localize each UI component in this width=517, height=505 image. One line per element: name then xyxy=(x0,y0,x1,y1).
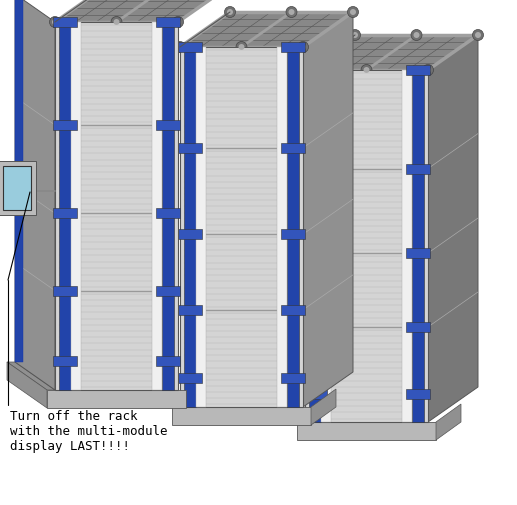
Circle shape xyxy=(411,29,422,40)
Polygon shape xyxy=(71,22,81,390)
Circle shape xyxy=(286,7,297,18)
Polygon shape xyxy=(406,65,430,75)
Polygon shape xyxy=(178,305,202,315)
Polygon shape xyxy=(406,322,430,332)
Polygon shape xyxy=(305,35,478,70)
Polygon shape xyxy=(281,143,305,153)
Polygon shape xyxy=(180,47,303,407)
Circle shape xyxy=(175,19,181,25)
Circle shape xyxy=(414,32,419,38)
Polygon shape xyxy=(156,120,180,130)
Circle shape xyxy=(297,41,309,53)
Polygon shape xyxy=(178,373,202,383)
Polygon shape xyxy=(15,0,55,390)
Polygon shape xyxy=(428,35,478,422)
Polygon shape xyxy=(172,407,311,425)
Polygon shape xyxy=(59,22,71,390)
Polygon shape xyxy=(297,422,436,440)
Circle shape xyxy=(173,17,184,27)
Polygon shape xyxy=(156,356,180,366)
Circle shape xyxy=(361,65,372,76)
Circle shape xyxy=(114,19,119,25)
Polygon shape xyxy=(53,356,77,366)
Circle shape xyxy=(236,41,247,53)
Polygon shape xyxy=(436,404,461,440)
Polygon shape xyxy=(53,209,77,218)
Polygon shape xyxy=(184,47,196,407)
Polygon shape xyxy=(55,0,228,22)
Circle shape xyxy=(347,7,358,18)
Polygon shape xyxy=(53,286,77,295)
Circle shape xyxy=(422,65,433,76)
Circle shape xyxy=(349,29,360,40)
Polygon shape xyxy=(287,47,299,407)
Polygon shape xyxy=(303,65,327,75)
Polygon shape xyxy=(55,22,178,390)
Polygon shape xyxy=(152,22,162,390)
Circle shape xyxy=(175,41,186,53)
Circle shape xyxy=(227,9,233,15)
Polygon shape xyxy=(303,164,327,174)
Polygon shape xyxy=(15,0,23,362)
Polygon shape xyxy=(406,389,430,399)
Circle shape xyxy=(425,67,431,73)
Polygon shape xyxy=(178,229,202,239)
Polygon shape xyxy=(303,389,327,399)
Circle shape xyxy=(302,67,308,73)
Polygon shape xyxy=(303,248,327,258)
Polygon shape xyxy=(53,17,77,27)
Polygon shape xyxy=(178,42,202,52)
Polygon shape xyxy=(3,166,31,210)
Polygon shape xyxy=(311,389,336,425)
Circle shape xyxy=(352,32,358,38)
Circle shape xyxy=(299,65,311,76)
Polygon shape xyxy=(162,22,174,390)
Circle shape xyxy=(52,19,58,25)
Polygon shape xyxy=(53,120,77,130)
Polygon shape xyxy=(281,305,305,315)
Polygon shape xyxy=(7,362,55,390)
Polygon shape xyxy=(7,362,47,408)
Circle shape xyxy=(363,67,370,73)
Polygon shape xyxy=(406,164,430,174)
Circle shape xyxy=(475,32,481,38)
Circle shape xyxy=(177,44,183,50)
Polygon shape xyxy=(180,12,353,47)
Text: display LAST!!!!: display LAST!!!! xyxy=(10,440,130,453)
Polygon shape xyxy=(156,17,180,27)
Polygon shape xyxy=(281,373,305,383)
Polygon shape xyxy=(305,70,428,422)
Circle shape xyxy=(50,17,60,27)
Circle shape xyxy=(300,44,306,50)
Circle shape xyxy=(288,9,295,15)
Circle shape xyxy=(238,44,245,50)
Polygon shape xyxy=(196,47,206,407)
Polygon shape xyxy=(309,70,321,422)
Polygon shape xyxy=(402,70,412,422)
Polygon shape xyxy=(412,70,424,422)
Polygon shape xyxy=(178,143,202,153)
Text: Turn off the rack: Turn off the rack xyxy=(10,410,138,423)
Circle shape xyxy=(473,29,483,40)
Polygon shape xyxy=(47,390,186,408)
Polygon shape xyxy=(303,12,353,407)
Polygon shape xyxy=(406,248,430,258)
Polygon shape xyxy=(281,229,305,239)
Polygon shape xyxy=(281,42,305,52)
Polygon shape xyxy=(277,47,287,407)
Polygon shape xyxy=(303,322,327,332)
Polygon shape xyxy=(156,286,180,295)
Circle shape xyxy=(350,9,356,15)
Polygon shape xyxy=(156,209,180,218)
Polygon shape xyxy=(0,161,36,215)
Polygon shape xyxy=(321,70,331,422)
Circle shape xyxy=(224,7,236,18)
Text: with the multi-module: with the multi-module xyxy=(10,425,168,438)
Circle shape xyxy=(111,17,122,27)
